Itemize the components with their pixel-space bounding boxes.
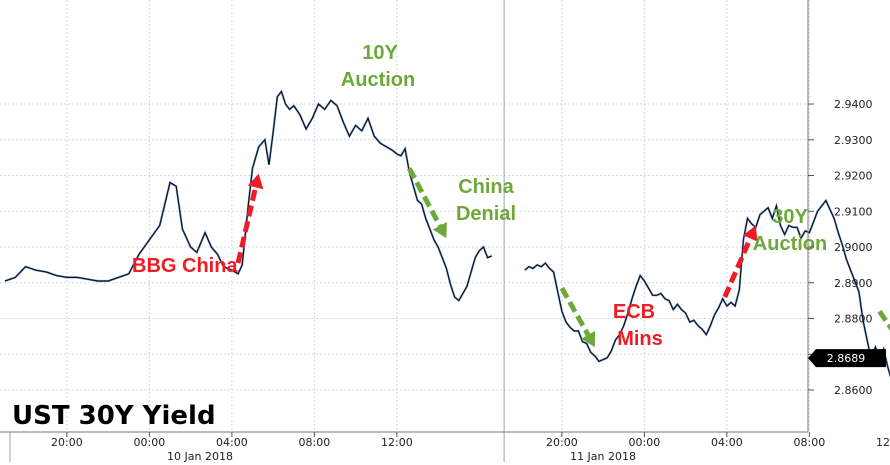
x-tick-label-7: 04:00 xyxy=(711,436,743,449)
arrow-ecb-mins-shaft xyxy=(722,237,753,299)
x-tick-label-9: 12:00 xyxy=(876,436,890,449)
annotation-label-4: Denial xyxy=(456,203,516,225)
x-tick-label-6: 00:00 xyxy=(629,436,661,449)
series-line-1 xyxy=(524,199,890,377)
x-tick-label-5: 20:00 xyxy=(546,436,578,449)
date-label-1: 11 Jan 2018 xyxy=(570,450,636,463)
annotation-label-6: Mins xyxy=(617,328,663,350)
last-value-badge xyxy=(808,349,886,368)
annotation-label-0: BBG China xyxy=(132,255,238,277)
annotation-label-2: Auction xyxy=(341,69,415,91)
arrow-bbg-china-head xyxy=(247,173,264,190)
y-tick-label-8: 2.9400 xyxy=(834,98,873,111)
last-value-label: 2.8689 xyxy=(827,352,866,365)
y-tick-label-2: 2.8800 xyxy=(834,313,873,326)
arrow-china-denial-shaft xyxy=(559,286,591,337)
annotation-label-5: ECB xyxy=(613,301,655,323)
x-tick-label-8: 08:00 xyxy=(794,436,826,449)
x-tick-label-4: 12:00 xyxy=(381,436,413,449)
annotation-label-3: China xyxy=(458,176,514,198)
y-tick-label-4: 2.9000 xyxy=(834,241,873,254)
arrow-10y-auction-shaft xyxy=(407,167,443,227)
arrow-10y-auction-head xyxy=(432,221,447,239)
arrow-30y-auction-shaft xyxy=(877,309,890,331)
annotation-label-8: Auction xyxy=(753,233,827,255)
y-tick-label-5: 2.9100 xyxy=(834,205,873,218)
price-series xyxy=(4,89,890,379)
series-line-0 xyxy=(4,90,493,302)
y-tick-label-3: 2.8900 xyxy=(834,277,873,290)
y-tick-label-0: 2.8600 xyxy=(834,384,873,397)
y-tick-label-7: 2.9300 xyxy=(834,134,873,147)
annotation-label-7: 30Y xyxy=(772,206,808,228)
x-tick-label-3: 08:00 xyxy=(299,436,331,449)
x-tick-label-0: 20:00 xyxy=(51,436,83,449)
arrow-ecb-mins-head xyxy=(742,225,758,242)
x-tick-label-2: 04:00 xyxy=(216,436,248,449)
annotation-labels: BBG China 10Y Auction China Denial ECB Mins 30Y… xyxy=(132,42,827,350)
arrow-china-denial-head xyxy=(581,330,596,348)
annotation-arrows xyxy=(235,167,890,348)
y-tick-label-6: 2.9200 xyxy=(834,170,873,183)
arrow-bbg-china-shaft xyxy=(235,186,258,264)
annotation-label-1: 10Y xyxy=(362,42,398,64)
x-tick-label-1: 00:00 xyxy=(134,436,166,449)
chart-title: UST 30Y Yield xyxy=(12,401,216,431)
date-label-0: 10 Jan 2018 xyxy=(167,450,233,463)
